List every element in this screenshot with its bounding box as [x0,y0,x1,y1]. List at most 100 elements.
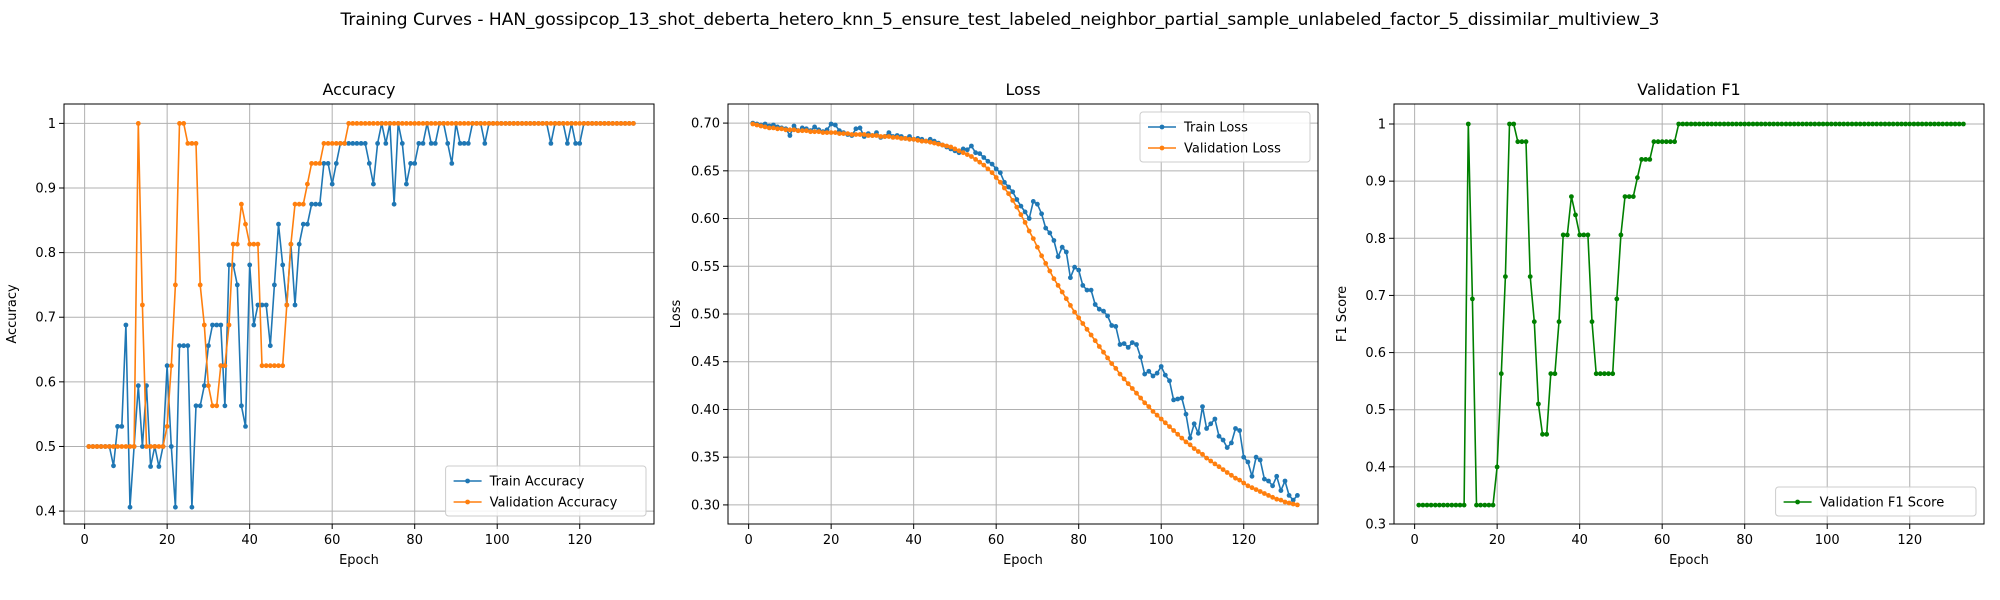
accuracy-series-point-0 [111,463,116,469]
f1-series-point-0 [1552,371,1558,377]
loss-series-point-1 [750,121,756,127]
accuracy-series-point-0 [127,504,133,510]
loss-series-point-0 [1068,275,1073,281]
accuracy-series-point-0 [255,302,261,308]
loss-series-point-0 [1084,287,1090,293]
loss-series-point-1 [1249,485,1255,491]
accuracy-series-point-0 [239,403,244,409]
accuracy-series-point-0 [148,464,154,469]
accuracy-series-point-1 [292,201,298,207]
loss-series-point-1 [894,135,900,140]
loss-series-point-1 [973,157,978,162]
loss-series-point-0 [1039,211,1044,217]
f1-series-point-0 [1626,194,1632,200]
accuracy-series-point-1 [284,302,290,308]
f1-series-point-0 [1861,121,1867,127]
loss-series-point-0 [1154,370,1160,376]
accuracy-series-point-0 [206,343,211,349]
loss-series-point-0 [1224,445,1230,450]
accuracy-series-point-1 [267,363,273,369]
loss-series-point-0 [1146,368,1152,374]
loss-series-point-0 [1208,421,1214,427]
f1-series-point-0 [1428,502,1434,508]
loss-series-point-0 [1158,364,1164,369]
loss-series-point-0 [1229,440,1234,446]
f1-series-point-0 [1465,121,1471,127]
loss-series-point-1 [1105,355,1110,361]
f1-series-point-0 [1907,121,1913,127]
f1-series-point-0 [1445,502,1450,508]
accuracy-panel: 0 20 40 60 80 100 120 0.4 0.5 0.6 0.7 0.8 0.9 1 Accura… [5,80,655,568]
f1-series-point-0 [1717,121,1723,127]
loss-series-point-1 [837,131,842,137]
accuracy-series-point-1 [321,141,327,146]
accuracy-series-point-1 [581,121,587,126]
loss-series-point-0 [1295,493,1300,498]
f1-series-point-0 [1503,274,1508,279]
loss-series-point-1 [795,128,801,134]
accuracy-series-point-1 [457,121,463,126]
f1-series-point-0 [1457,502,1463,508]
accuracy-series-point-1 [206,383,211,389]
f1-series-point-0 [1511,121,1517,127]
loss-series-point-0 [973,150,978,156]
loss-series-point-0 [1002,179,1007,185]
loss-series-point-0 [787,133,793,138]
loss-series-point-1 [1257,489,1263,494]
loss-series-point-1 [758,123,764,129]
accuracy-legend-label-0: Train Accuracy [489,475,585,490]
loss-series-point-0 [969,143,974,149]
f1-series-point-0 [1424,502,1430,508]
accuracy-series-point-1 [288,241,294,247]
accuracy-series-point-0 [399,141,405,146]
accuracy-series-point-0 [333,161,339,166]
loss-series-point-0 [1286,493,1292,498]
f1-series-point-0 [1919,121,1925,127]
accuracy-series-point-1 [300,201,306,207]
loss-series-point-1 [874,133,879,138]
loss-series-point-1 [779,126,784,132]
accuracy-y-tick-label: 0.9 [35,182,56,197]
accuracy-series-line-0 [88,122,634,508]
loss-series-point-1 [1175,431,1181,437]
accuracy-series-point-1 [399,121,405,126]
accuracy-series-point-1 [527,121,533,126]
accuracy-series-point-1 [354,121,360,126]
loss-series-point-0 [1051,238,1057,243]
loss-x-tick-label: 120 [1231,533,1256,548]
loss-series-point-1 [1026,228,1032,234]
loss-series-point-0 [993,166,999,172]
accuracy-series-point-1 [412,121,418,126]
accuracy-series-point-1 [371,121,376,126]
f1-y-tick-label: 0.9 [1365,175,1386,190]
loss-series-point-1 [766,125,772,131]
accuracy-series-point-1 [152,444,158,449]
loss-series-point-1 [865,133,871,138]
loss-series-point-0 [1195,430,1201,436]
loss-series-point-1 [1117,371,1123,377]
accuracy-series-point-0 [168,444,174,449]
loss-series-point-1 [1204,455,1209,461]
f1-series-point-0 [1721,121,1727,127]
f1-series-point-0 [1767,121,1772,127]
accuracy-series-point-0 [218,322,224,328]
accuracy-legend-marker-0 [465,478,470,484]
loss-series-point-1 [1167,424,1172,429]
loss-series-point-1 [882,134,888,139]
loss-series-point-1 [849,132,855,137]
loss-series-point-0 [832,122,838,128]
loss-series-point-0 [1266,478,1271,484]
f1-series-point-0 [1742,121,1748,127]
f1-series-point-0 [1725,121,1731,127]
loss-series-point-1 [824,130,830,136]
loss-series-point-1 [1295,502,1300,508]
loss-series-point-0 [1175,396,1181,402]
f1-series-point-0 [1672,139,1677,145]
accuracy-series-point-1 [618,121,624,126]
accuracy-series-point-1 [465,121,471,126]
loss-series-point-0 [1167,378,1172,384]
loss-series-point-0 [1121,341,1127,346]
f1-title: Validation F1 [1637,80,1740,99]
accuracy-series-point-1 [453,121,459,126]
